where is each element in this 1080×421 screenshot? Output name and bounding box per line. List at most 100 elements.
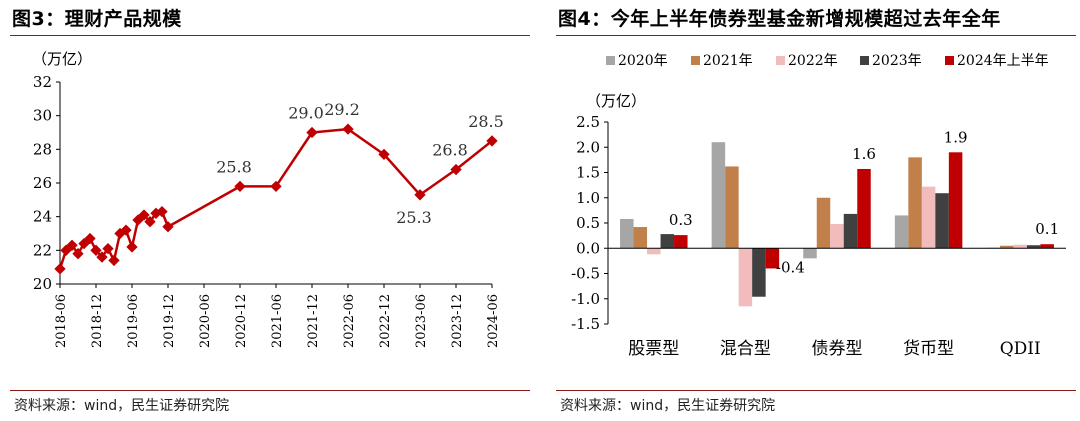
bar [711,142,726,249]
category-label: 货币型 [903,339,954,359]
figure-3-title: 图3：理财产品规模 [12,8,182,30]
x-tick-label: 2019-06 [126,294,141,348]
legend-label: 2022年 [788,53,838,69]
figure-3-panel: 图3：理财产品规模 （万亿） 20 22 24 26 28 30 32 2018-06 2018-… [10,0,534,421]
title-divider [556,35,1076,36]
bar [830,224,844,249]
data-label: 0.1 [1035,220,1059,238]
x-tick-label: 2021-12 [306,294,321,348]
bar [660,234,675,249]
x-tick-label: 2021-06 [270,294,285,348]
data-label: 1.6 [852,145,876,163]
y-tick-label: 2.5 [576,113,600,131]
series-line [58,127,493,270]
bar [999,245,1014,249]
data-point [54,263,66,275]
data-point [450,163,462,176]
bar [1013,244,1027,249]
x-tick-label: 2018-12 [90,294,105,348]
source-divider [10,390,530,391]
x-tick-label: 2023-12 [450,294,465,348]
legend-label: 2023年 [872,53,922,69]
bar [894,215,909,249]
data-point [234,180,246,193]
data-label: 28.5 [468,112,504,131]
data-label: 25.3 [396,208,432,227]
y-tick-label: 2.0 [576,138,600,156]
y-axis-unit-label: （万亿） [586,92,646,110]
legend-label: 2020年 [618,53,668,69]
legend-swatch [860,56,869,65]
legend-label: 2024年上半年 [957,53,1049,69]
bar [647,248,661,255]
figure-3-source: 资料来源：wind，民生证券研究院 [14,398,230,414]
bar [908,157,922,249]
category-label: 混合型 [720,339,771,359]
data-point [144,216,156,228]
x-tick-label: 2020-12 [234,294,249,348]
y-tick-label: 1.0 [576,189,600,207]
y-tick-label: -1.0 [571,290,600,308]
y-tick-label: 0.0 [576,239,600,257]
data-point [126,241,138,253]
wealth-product-line-chart: （万亿） 20 22 24 26 28 30 32 2018-06 2018-12 2019-06 2… [32,50,504,348]
category-label: QDII [1000,339,1041,359]
x-tick-label: 2023-06 [414,294,429,348]
data-label: 25.8 [216,157,252,176]
bar [803,248,817,259]
data-point [156,205,168,218]
bar [633,227,648,249]
data-point [414,189,426,201]
bar [935,193,949,249]
bar [948,152,963,249]
bar [725,166,739,249]
bar [620,218,634,249]
figure-4-source: 资料来源：wind，民生证券研究院 [560,398,776,414]
x-tick-label: 2019-12 [162,294,177,348]
figure-4-title: 图4：今年上半年债券型基金新增规模超过去年全年 [558,8,1001,30]
y-tick-label: 28 [33,140,52,158]
y-tick-label: 20 [33,275,52,293]
legend-swatch [945,56,954,65]
x-tick-label: 2018-06 [54,294,69,348]
category-label: 债券型 [812,339,863,359]
legend-label: 2021年 [703,53,753,69]
y-axis-unit-label: （万亿） [32,50,92,68]
bar [738,248,753,307]
category-label: 股票型 [628,339,679,359]
y-tick-label: -1.5 [571,315,600,333]
title-divider [10,35,530,36]
legend-swatch [606,56,615,65]
x-tick-label: 2024-06 [486,294,501,348]
x-tick-label: 2022-06 [342,294,357,348]
bar [816,197,831,249]
x-tick-label: 2020-06 [198,294,213,348]
data-label: -0.4 [776,258,805,276]
y-tick-label: 0.5 [576,214,600,232]
figure-4-panel: 图4：今年上半年债券型基金新增规模超过去年全年 2020年 2021年 2022年 2… [556,0,1080,421]
bar [857,168,871,249]
data-label: 29.2 [324,100,360,119]
y-tick-label: 30 [33,107,52,125]
y-tick-label: 32 [33,73,52,91]
data-point [270,180,282,193]
source-divider [556,390,1076,391]
y-tick-label: 24 [33,208,52,226]
data-label: 29.0 [288,104,324,123]
data-point [138,209,150,221]
data-label: 1.9 [944,128,968,146]
legend-swatch [776,56,785,65]
legend-swatch [691,56,700,65]
bar [752,248,766,297]
data-point [108,254,120,267]
y-tick-label: 26 [33,174,52,192]
bar [1026,245,1041,249]
data-point [486,135,498,147]
data-point [162,221,174,233]
bar [843,213,858,249]
data-label: 26.8 [432,141,468,160]
fund-growth-bar-chart: 2020年 2021年 2022年 2023年 2024年上半年 （万亿） -1.5 -1.0… [571,53,1066,359]
y-tick-label: 1.5 [576,164,600,182]
y-tick-label: -0.5 [571,265,600,283]
bar [674,235,688,249]
